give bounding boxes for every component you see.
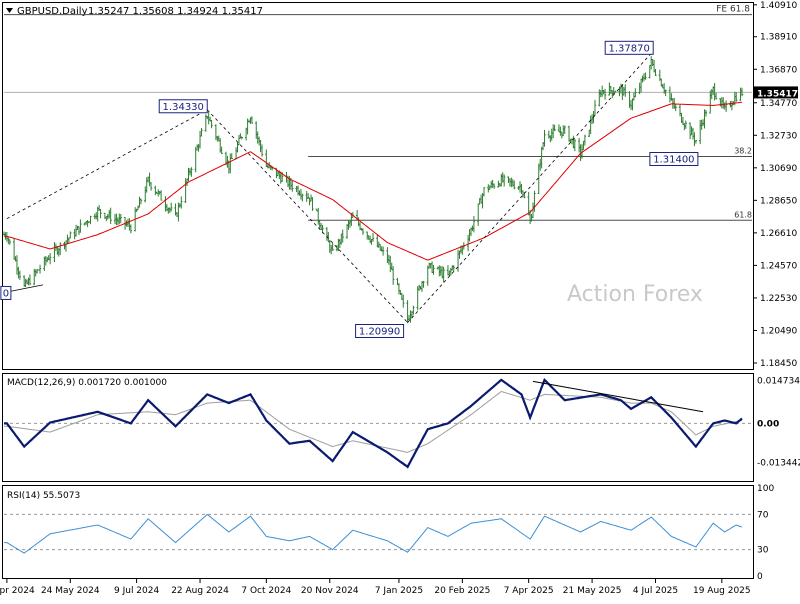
symbol-label: GBPUSD,Daily: [17, 6, 88, 17]
low-label-1.20990: 1.20990: [359, 326, 400, 337]
date-label: 20 Feb 2025: [434, 586, 490, 596]
date-label: 21 May 2025: [563, 586, 622, 596]
dropdown-triangle-icon[interactable]: [6, 8, 13, 13]
ohlc-values: 1.35247 1.35608 1.34924 1.35417: [88, 6, 263, 17]
date-label: 24 May 2024: [41, 586, 100, 596]
fe-level-label: FE 61.8: [716, 5, 750, 15]
price-tick-label: 1.20490: [760, 326, 797, 336]
price-tick-label: 1.40910: [760, 1, 797, 11]
rsi-axis-label: 100: [757, 484, 774, 494]
date-label: 19 Aug 2025: [693, 586, 751, 596]
date-label: 7 Jan 2025: [375, 586, 423, 596]
high-label-1.34330-box: [158, 99, 208, 114]
price-tick-label: 1.34770: [760, 99, 797, 109]
macd-panel: [2, 373, 754, 482]
price-tick-label: 1.38910: [760, 33, 797, 43]
price-label-0-box: [0, 285, 12, 300]
macd-axis-label: 0.00: [757, 419, 779, 429]
rsi-label: RSI(14) 55.5073: [7, 491, 80, 501]
macd-trendline: [532, 380, 704, 413]
date-label: 22 Aug 2024: [171, 586, 229, 596]
macd-axis-label: 0.014734: [757, 377, 800, 387]
high-label-1.34330: 1.34330: [163, 102, 204, 113]
date-label: 7 Oct 2024: [241, 586, 291, 596]
price-tick-label: 1.32730: [760, 131, 797, 141]
current-price-value: 1.35417: [757, 89, 798, 99]
price-label-0: 0: [3, 288, 9, 299]
current-price-tag: [754, 86, 798, 99]
price-tick-label: 1.22530: [760, 294, 797, 304]
high-label-1.37870-box: [604, 40, 654, 55]
price-tick-label: 1.18450: [760, 359, 797, 369]
date-label: 20 Nov 2024: [301, 586, 359, 596]
price-tick-label: 1.30690: [760, 164, 797, 174]
price-tick-label: 1.28650: [760, 196, 797, 206]
macd-main-line: [4, 377, 743, 469]
rsi-axis-label: 30: [757, 546, 769, 556]
rsi-axis-label: 0: [757, 572, 763, 582]
rsi-line: [4, 513, 743, 554]
date-label: 10 Apr 2024: [0, 586, 35, 596]
date-label: 9 Jul 2024: [114, 586, 159, 596]
fib-38-label: 38.2: [734, 146, 752, 155]
price-panel: [2, 2, 754, 370]
swing-line-2: [206, 109, 408, 323]
swing-line-1: [6, 109, 208, 220]
high-label-1.37870: 1.37870: [609, 43, 650, 54]
moving-average-line: [4, 101, 743, 261]
low-label-1.31400: 1.31400: [653, 154, 694, 165]
swing-line-3: [407, 53, 652, 323]
macd-label: MACD(12,26,9) 0.001720 0.001000: [7, 378, 167, 388]
macd-axis-label: -0.013442: [757, 458, 800, 468]
price-tick-label: 1.36870: [760, 65, 797, 75]
watermark: Action Forex: [567, 282, 703, 307]
price-tick-label: 1.24570: [760, 261, 797, 271]
fib-61-label: 61.8: [734, 210, 752, 219]
price-tick-label: 1.26610: [760, 229, 797, 239]
low-label-1.31400-box: [649, 151, 699, 166]
date-label: 4 Jul 2025: [633, 586, 678, 596]
rsi-panel: [2, 485, 754, 579]
low-label-1.20990-box: [355, 323, 405, 338]
rsi-axis-label: 70: [757, 510, 769, 520]
support-line: [6, 284, 43, 293]
date-label: 7 Apr 2025: [504, 586, 554, 596]
